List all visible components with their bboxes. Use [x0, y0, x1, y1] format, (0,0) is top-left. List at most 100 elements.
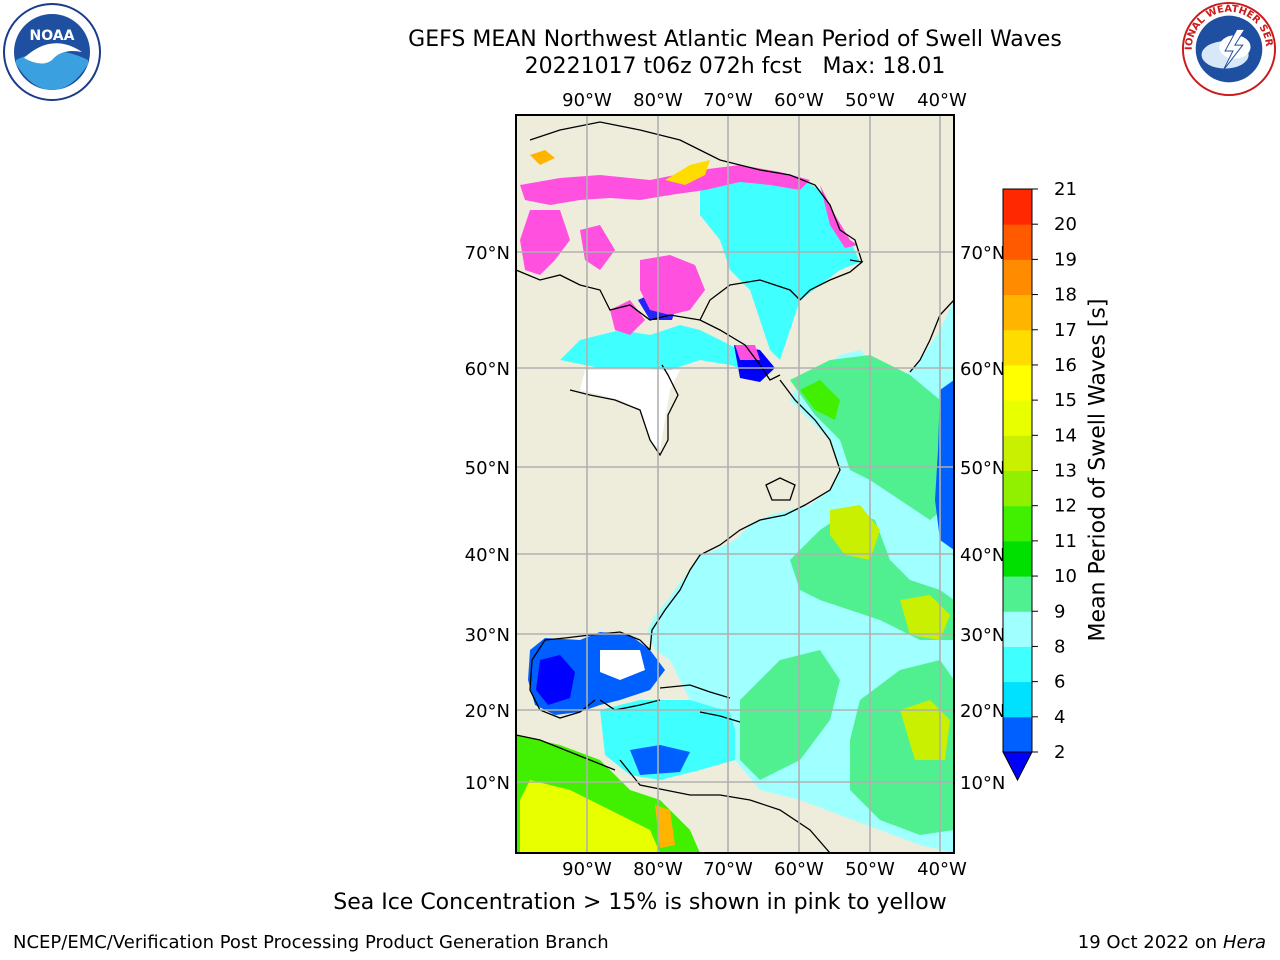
- colorbar-under-extension: [1002, 751, 1033, 782]
- south-america-land-field-yellow: [520, 780, 660, 853]
- colorbar-segment: [1003, 540, 1032, 577]
- colorbar-segment: [1003, 224, 1032, 260]
- lat-label-left: 20°N: [465, 701, 510, 722]
- south-america-land-field-orange: [655, 805, 675, 848]
- map-plot-area: [516, 115, 954, 853]
- right-lat-labels: 70°N 60°N 50°N 40°N 30°N 20°N 10°N: [960, 243, 1005, 794]
- lon-label-top: 90°W: [562, 90, 612, 111]
- sea-ice-pink-3: [580, 225, 615, 270]
- lon-label-bottom: 90°W: [562, 859, 612, 880]
- footer-date: 19 Oct 2022 on Hera: [1078, 932, 1266, 953]
- colorbar-segment: [1003, 646, 1032, 683]
- lat-label-left: 60°N: [465, 359, 510, 380]
- colorbar-tick-label: 19: [1054, 249, 1077, 270]
- colorbar-tick-label: 13: [1054, 461, 1077, 482]
- lat-label-right: 40°N: [960, 545, 1005, 566]
- sea-ice-yellow: [665, 160, 710, 185]
- lon-label-top: 70°W: [703, 90, 753, 111]
- bottom-lon-labels: 90°W 80°W 70°W 60°W 50°W 40°W: [562, 859, 967, 880]
- sea-ice-pink-1: [520, 165, 810, 205]
- lon-label-top: 40°W: [917, 90, 967, 111]
- lon-label-bottom: 60°W: [774, 859, 824, 880]
- hudson-bay-field: [560, 325, 745, 370]
- colorbar-segment: [1003, 470, 1032, 507]
- colorbar-tick-label: 15: [1054, 390, 1077, 411]
- national-weather-service-logo: NATIONAL WEATHER SERVICE: [1180, 0, 1277, 97]
- colorbar-tick-label: 16: [1054, 355, 1077, 376]
- swell-11s-patch-1: [800, 380, 840, 420]
- colorbar-tick-label: 4: [1054, 707, 1065, 728]
- colorbar-tick-label: 12: [1054, 496, 1077, 517]
- sea-ice-pink-4: [640, 255, 705, 315]
- sea-ice-orange: [530, 150, 555, 165]
- colorbar-tick-label: 9: [1054, 601, 1065, 622]
- caribbean-deep: [630, 745, 690, 775]
- caribbean-field: [600, 700, 735, 780]
- sea-ice-pink-5: [610, 300, 645, 335]
- lon-label-bottom: 50°W: [845, 859, 895, 880]
- colorbar-segment: [1003, 400, 1032, 436]
- colorbar-segment: [1003, 189, 1032, 225]
- map-title: GEFS MEAN Northwest Atlantic Mean Period…: [408, 27, 1062, 52]
- footer-date-text: 19 Oct 2022 on: [1077, 932, 1223, 953]
- arctic-swell-field: [700, 175, 860, 360]
- swell-12s-patch-3: [900, 700, 950, 760]
- hudson-no-data: [580, 370, 680, 450]
- colorbar-segment: [1003, 681, 1032, 718]
- lat-label-right: 60°N: [960, 359, 1005, 380]
- footer-machine: Hera: [1222, 932, 1266, 953]
- colorbar-segment: [1003, 611, 1032, 647]
- noaa-logo-text: NOAA: [30, 28, 75, 44]
- colorbar-tick-label: 14: [1054, 425, 1077, 446]
- lat-label-right: 70°N: [960, 243, 1005, 264]
- colorbar-tick-label: 20: [1054, 214, 1077, 235]
- sea-ice-pink-2: [520, 210, 570, 275]
- lat-label-right: 10°N: [960, 773, 1005, 794]
- colorbar-segment: [1003, 364, 1032, 401]
- colorbar-segment: [1003, 329, 1032, 366]
- colorbar-segment: [1003, 435, 1032, 471]
- colorbar-segment: [1003, 505, 1032, 542]
- lat-label-left: 30°N: [465, 625, 510, 646]
- swell-12s-patch-2: [900, 595, 950, 640]
- lon-label-bottom: 80°W: [633, 859, 683, 880]
- footer-credit: NCEP/EMC/Verification Post Processing Pr…: [13, 932, 609, 953]
- colorbar-segment: [1003, 294, 1032, 331]
- lat-label-left: 50°N: [465, 458, 510, 479]
- lat-label-right: 20°N: [960, 701, 1005, 722]
- colorbar-tick-label: 6: [1054, 672, 1065, 693]
- top-lon-labels: 90°W 80°W 70°W 60°W 50°W 40°W: [562, 90, 967, 111]
- lon-label-top: 50°W: [845, 90, 895, 111]
- lon-label-bottom: 70°W: [703, 859, 753, 880]
- noaa-logo: NOAA: [3, 3, 101, 101]
- lon-label-bottom: 40°W: [917, 859, 967, 880]
- colorbar-title: Mean Period of Swell Waves [s]: [1085, 298, 1111, 642]
- sea-ice-caption: Sea Ice Concentration > 15% is shown in …: [333, 890, 947, 915]
- swell-10s-patch-3: [740, 650, 840, 780]
- colorbar-segment: [1003, 259, 1032, 296]
- left-lat-labels: 70°N 60°N 50°N 40°N 30°N 20°N 10°N: [465, 243, 510, 794]
- graticule: [516, 115, 954, 853]
- colorbar-tick-label: 18: [1054, 285, 1077, 306]
- colorbar-tick-label: 21: [1054, 179, 1077, 200]
- lat-label-left: 10°N: [465, 773, 510, 794]
- lon-label-top: 60°W: [774, 90, 824, 111]
- colorbar-tick-label: 11: [1054, 531, 1077, 552]
- lat-label-left: 70°N: [465, 243, 510, 264]
- colorbar-tick-label: 17: [1054, 320, 1077, 341]
- colorbar-segment: [1003, 716, 1032, 753]
- sea-ice-pink-7: [820, 185, 858, 248]
- colorbar: 2 4 6 8 9 10 11 12 13 14 15 16 17 18 19 20 21: [1002, 179, 1077, 782]
- lat-label-right: 50°N: [960, 458, 1005, 479]
- cuba-region-no-data: [600, 650, 645, 680]
- colorbar-tick-label: 2: [1054, 742, 1065, 763]
- colorbar-segment: [1003, 576, 1032, 612]
- lon-label-top: 80°W: [633, 90, 683, 111]
- lat-label-left: 40°N: [465, 545, 510, 566]
- map-frame: [515, 114, 955, 854]
- colorbar-tick-label: 10: [1054, 566, 1077, 587]
- swell-12s-patch-1: [830, 505, 880, 560]
- colorbar-tick-label: 8: [1054, 636, 1065, 657]
- lat-label-right: 30°N: [960, 625, 1005, 646]
